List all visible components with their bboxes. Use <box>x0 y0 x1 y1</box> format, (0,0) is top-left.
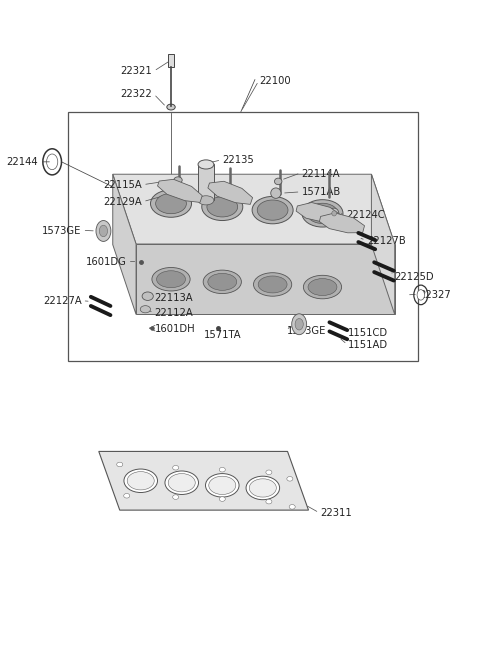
Ellipse shape <box>167 104 175 110</box>
Text: 22124C: 22124C <box>346 210 384 220</box>
Ellipse shape <box>287 477 293 481</box>
Ellipse shape <box>209 476 236 495</box>
Ellipse shape <box>219 496 225 501</box>
Ellipse shape <box>295 318 303 330</box>
Text: 22127B: 22127B <box>367 236 406 246</box>
Text: 22129A: 22129A <box>103 197 142 207</box>
Ellipse shape <box>165 471 199 495</box>
Polygon shape <box>113 174 395 244</box>
Text: 1571AB: 1571AB <box>301 187 341 198</box>
Ellipse shape <box>302 200 343 227</box>
Ellipse shape <box>174 177 182 183</box>
Polygon shape <box>136 244 395 314</box>
Ellipse shape <box>205 474 239 497</box>
Text: 22114A: 22114A <box>301 169 340 179</box>
Ellipse shape <box>208 273 237 290</box>
Ellipse shape <box>156 193 186 214</box>
Text: 1151CD: 1151CD <box>348 328 388 338</box>
Ellipse shape <box>266 470 272 475</box>
Polygon shape <box>319 213 364 233</box>
Ellipse shape <box>140 306 151 313</box>
Ellipse shape <box>258 276 287 293</box>
Text: 22135: 22135 <box>222 155 254 165</box>
Ellipse shape <box>173 466 179 470</box>
Ellipse shape <box>308 278 337 295</box>
Ellipse shape <box>124 469 157 493</box>
Text: 22125D: 22125D <box>395 272 434 282</box>
Ellipse shape <box>168 474 195 492</box>
Ellipse shape <box>307 203 338 223</box>
Ellipse shape <box>47 154 58 170</box>
Ellipse shape <box>253 272 292 296</box>
Text: 1601DG: 1601DG <box>86 257 127 267</box>
Ellipse shape <box>127 472 154 490</box>
Ellipse shape <box>219 468 225 472</box>
Ellipse shape <box>151 190 192 217</box>
Ellipse shape <box>99 225 108 236</box>
Ellipse shape <box>142 292 153 301</box>
Text: 1573GE: 1573GE <box>42 226 82 236</box>
Ellipse shape <box>271 188 281 198</box>
Text: 22144: 22144 <box>7 157 38 167</box>
Text: 22115A: 22115A <box>103 180 142 191</box>
Ellipse shape <box>252 196 293 224</box>
Ellipse shape <box>275 178 282 185</box>
Ellipse shape <box>289 504 295 509</box>
Ellipse shape <box>156 271 185 288</box>
Ellipse shape <box>152 267 190 291</box>
Ellipse shape <box>96 221 111 242</box>
Ellipse shape <box>198 160 214 169</box>
Text: 1601DH: 1601DH <box>155 324 195 334</box>
Text: 22322: 22322 <box>120 89 152 99</box>
Polygon shape <box>99 451 309 510</box>
Ellipse shape <box>202 193 243 221</box>
Text: 22311: 22311 <box>320 508 352 518</box>
Text: 1151AD: 1151AD <box>348 340 388 350</box>
Ellipse shape <box>257 200 288 220</box>
Ellipse shape <box>332 211 336 216</box>
Polygon shape <box>157 179 202 202</box>
Polygon shape <box>208 181 252 204</box>
Ellipse shape <box>207 196 238 217</box>
Ellipse shape <box>124 493 130 498</box>
Ellipse shape <box>198 196 214 205</box>
Ellipse shape <box>266 499 272 504</box>
Ellipse shape <box>173 495 179 499</box>
Text: 22113A: 22113A <box>155 293 193 303</box>
Ellipse shape <box>117 462 123 467</box>
Ellipse shape <box>329 208 339 219</box>
Ellipse shape <box>417 290 424 300</box>
Bar <box>168 54 174 67</box>
Text: 22127A: 22127A <box>43 297 82 307</box>
Ellipse shape <box>303 275 342 299</box>
Polygon shape <box>113 174 136 314</box>
Ellipse shape <box>203 270 241 293</box>
Ellipse shape <box>246 476 280 500</box>
Text: 1571TA: 1571TA <box>204 330 241 341</box>
Text: 22100: 22100 <box>260 76 291 86</box>
Bar <box>68 112 418 362</box>
Text: 22321: 22321 <box>120 66 152 76</box>
Bar <box>198 164 214 200</box>
Polygon shape <box>372 174 395 314</box>
Polygon shape <box>296 202 341 223</box>
Text: 1573GE: 1573GE <box>287 326 326 336</box>
Text: 22112A: 22112A <box>155 308 193 318</box>
Ellipse shape <box>292 314 307 335</box>
Ellipse shape <box>249 479 276 497</box>
Text: 22327: 22327 <box>419 290 451 300</box>
